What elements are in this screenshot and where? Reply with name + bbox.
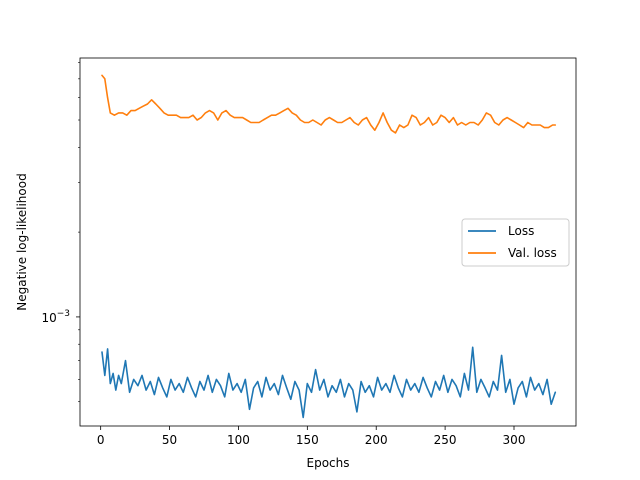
y-axis-label: Negative log-likelihood — [15, 173, 29, 310]
x-axis-label: Epochs — [307, 456, 350, 470]
x-tick-label: 300 — [503, 433, 526, 447]
x-tick-label: 50 — [162, 433, 177, 447]
x-tick-label: 150 — [296, 433, 319, 447]
x-tick-label: 0 — [97, 433, 105, 447]
legend-label-val-loss: Val. loss — [508, 246, 557, 260]
x-tick-label: 250 — [434, 433, 457, 447]
series-line-loss — [101, 346, 557, 419]
legend: Loss Val. loss — [461, 218, 570, 267]
legend-label-loss: Loss — [508, 224, 534, 238]
series-layer — [101, 74, 557, 419]
plot-frame — [79, 57, 577, 427]
x-tick-label: 100 — [227, 433, 250, 447]
x-tick-label: 200 — [365, 433, 388, 447]
series-line-val-loss — [101, 74, 557, 134]
